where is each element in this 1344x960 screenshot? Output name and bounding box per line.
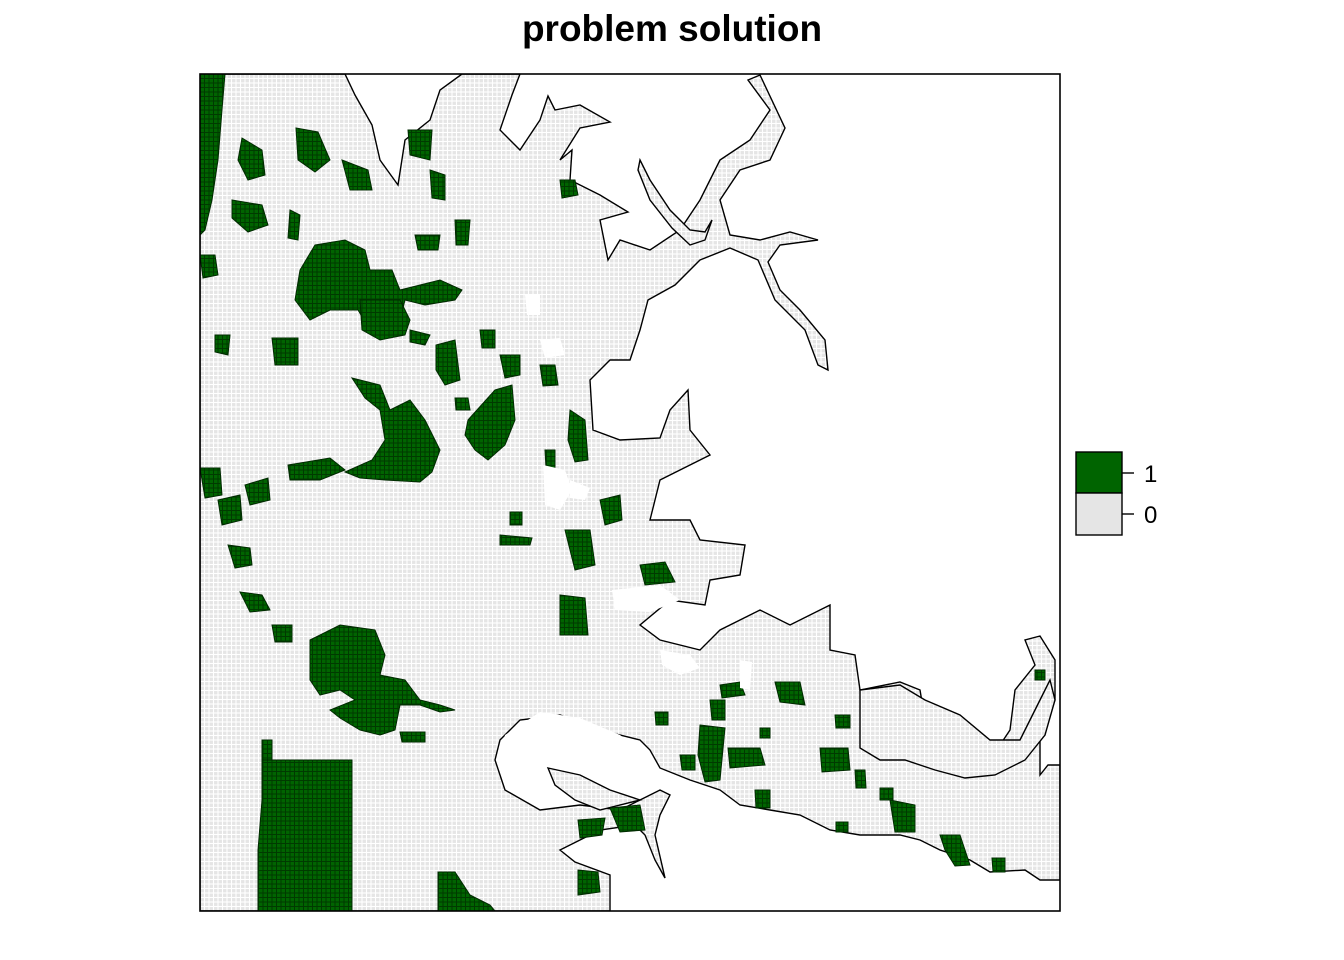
map-title: problem solution	[521, 8, 823, 49]
map-panel-border	[199, 73, 1061, 912]
selected-central-south-block	[309, 624, 456, 736]
south-bay-water	[500, 712, 650, 790]
southern-inlet-cells	[546, 767, 643, 811]
planning-units	[200, 74, 1060, 911]
selected-west-coast-strip	[200, 74, 226, 236]
northeast-channel-cells	[637, 157, 713, 246]
southeast-channel-cells	[859, 677, 1056, 779]
legend: 1 0	[1075, 451, 1157, 536]
legend-label-1: 1	[1144, 461, 1157, 488]
legend-label-0: 0	[1144, 502, 1157, 529]
legend-swatch-0	[1075, 492, 1123, 536]
planning-units-1	[200, 74, 1046, 911]
legend-swatch-1	[1075, 451, 1123, 494]
water-areas	[500, 295, 752, 790]
selected-southwest-block	[257, 759, 353, 911]
